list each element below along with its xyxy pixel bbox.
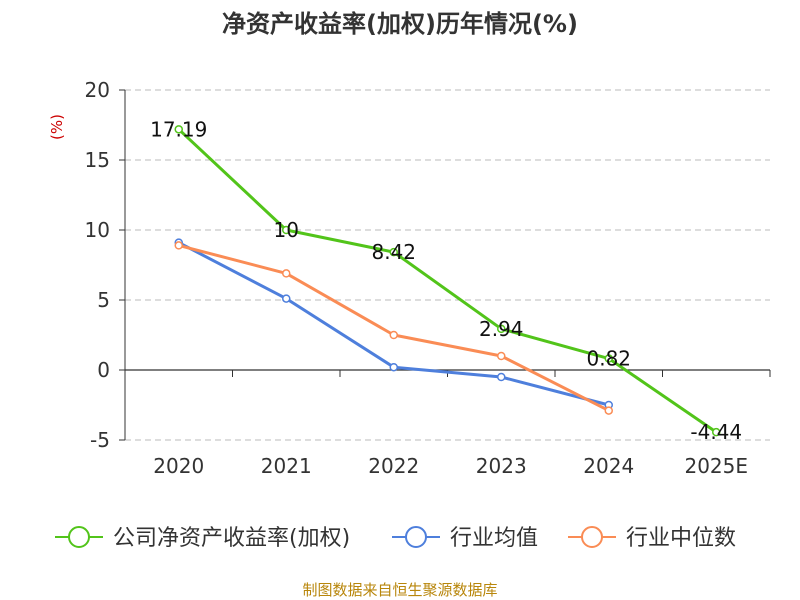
- data-point-0: [497, 324, 506, 334]
- series: [174, 125, 721, 437]
- legend-marker-2: [581, 526, 603, 548]
- legend: 公司净资产收益率(加权) 行业均值 行业中位数: [55, 526, 736, 551]
- axes: 20 15 10 5 0 -5 2020 2021 2022 2023 2024 2025E: [85, 78, 771, 478]
- data-point-0: [282, 225, 291, 235]
- y-tick-label: 0: [97, 358, 110, 382]
- x-tick-label: 2020: [153, 454, 204, 478]
- series-line-2: [178, 243, 610, 412]
- data-point-2: [174, 241, 183, 250]
- y-tick-label: 20: [85, 78, 110, 102]
- x-tick-label: 2023: [476, 454, 527, 478]
- x-tick-label: 2021: [261, 454, 312, 478]
- grid: [125, 89, 770, 441]
- data-point-2: [282, 269, 291, 278]
- data-label: 17.19: [150, 117, 207, 141]
- y-tick-label: 10: [85, 218, 110, 242]
- data-label: 8.42: [371, 240, 416, 264]
- data-label: 2.94: [479, 317, 524, 341]
- data-point-0: [712, 427, 721, 437]
- data-point-0: [604, 354, 613, 363]
- footer-source: 制图数据来自恒生聚源数据库: [302, 581, 497, 599]
- y-axis-label: (%): [48, 114, 66, 140]
- data-point-0: [174, 125, 183, 134]
- data-point-2: [389, 330, 398, 340]
- series-line-0: [177, 128, 718, 434]
- legend-label-2: 行业中位数: [626, 526, 736, 551]
- legend-marker-0: [68, 526, 90, 548]
- legend-label-1: 行业均值: [450, 526, 538, 551]
- data-point-1: [389, 362, 398, 372]
- y-tick-label: 15: [85, 148, 110, 172]
- series-line-1: [178, 241, 610, 407]
- legend-marker-1: [405, 526, 427, 548]
- x-tick-label: 2025E: [684, 454, 748, 478]
- data-label: -4.44: [690, 420, 742, 444]
- legend-label-0: 公司净资产收益率(加权): [113, 526, 350, 551]
- data-labels: 17.19 10 8.42 2.94 0.82 -4.44: [150, 117, 742, 444]
- data-point-0: [389, 247, 398, 257]
- x-tick-label: 2022: [368, 454, 419, 478]
- chart-title: 净资产收益率(加权)历年情况(%): [222, 10, 578, 38]
- data-point-2: [604, 406, 613, 415]
- data-label: 10: [274, 218, 299, 242]
- y-tick-label: 5: [97, 288, 110, 312]
- data-point-1: [282, 294, 291, 303]
- data-label: 0.82: [586, 347, 631, 371]
- x-tick-label: 2024: [583, 454, 634, 478]
- y-tick-label: -5: [90, 428, 110, 452]
- data-point-1: [497, 372, 506, 382]
- data-point-2: [497, 351, 506, 361]
